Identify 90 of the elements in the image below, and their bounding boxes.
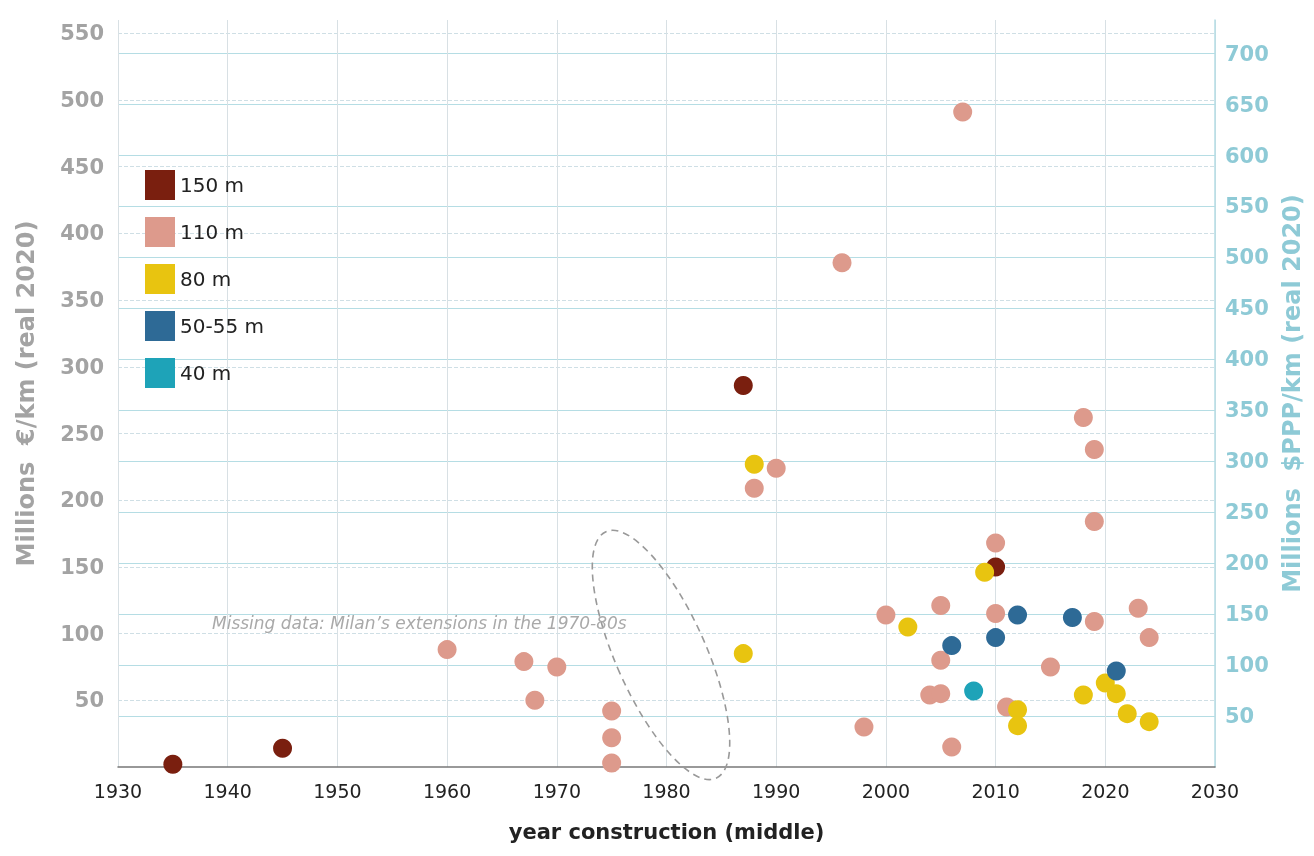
legend-label: 150 m [180,173,245,197]
point [766,458,786,478]
x-tick-label: 2010 [971,779,1020,802]
point [602,701,622,721]
y-tick-label: 350 [60,288,104,313]
point [942,636,962,656]
point [1139,712,1159,732]
point [876,605,896,625]
y2-tick-label: 350 [1225,398,1269,423]
x-tick-label: 2020 [1081,779,1130,802]
point [733,644,753,664]
y-tick-label: 250 [60,421,104,446]
point [547,657,567,677]
y-tick-label: 100 [60,621,104,646]
point [525,690,545,710]
point [1008,700,1028,720]
point [986,628,1006,648]
y-tick-label: 450 [60,154,104,179]
y-tick-label: 200 [60,488,104,513]
point [1084,512,1104,532]
point [1084,612,1104,632]
point [1084,440,1104,460]
x-tick-label: 1980 [642,779,691,802]
y2-tick-label: 650 [1225,92,1269,117]
legend-label: 50-55 m [180,314,264,338]
point [1139,628,1159,648]
y2-tick-label: 100 [1225,653,1269,678]
point [437,640,457,660]
point [1040,657,1060,677]
point [602,728,622,748]
x-tick-label: 1970 [532,779,581,802]
x-tick-label: 1940 [203,779,252,802]
y2-tick-label: 600 [1225,143,1269,168]
point [1073,685,1093,705]
point [898,617,918,637]
y2-tick-label: 700 [1225,41,1269,66]
point [975,562,995,582]
point [832,253,852,273]
point [942,737,962,757]
point [744,454,764,474]
point [514,652,534,672]
x-tick-label: 2000 [861,779,911,802]
x-axis-title: year construction (middle) [508,819,825,844]
point [1106,661,1126,681]
y-tick-label: 150 [60,554,104,579]
point [1117,704,1137,724]
point [854,717,874,737]
point [986,604,1006,624]
point [1073,408,1093,428]
y-tick-label: 400 [60,221,104,246]
point [1008,716,1028,736]
point [733,376,753,395]
y2-tick-label: 150 [1225,602,1269,627]
y-axis-title: Millions €/km (real 2020) [12,220,40,567]
y2-tick-label: 200 [1225,551,1269,576]
y2-tick-label: 50 [1225,704,1255,729]
x-tick-label: 1930 [93,779,143,802]
y2-tick-label: 400 [1225,347,1269,372]
y2-tick-label: 250 [1225,500,1269,525]
y-tick-label: 500 [60,88,104,113]
point [1106,684,1126,704]
point [953,102,973,122]
x-tick-label: 1960 [422,779,472,802]
x-tick-label: 2030 [1190,779,1240,802]
point [931,684,951,704]
point [1062,608,1082,628]
annotation: Missing data: Milan’s extensions in the 1970-80s [212,612,627,633]
y2-tick-label: 450 [1225,296,1269,321]
point [273,738,293,758]
y-tick-label: 300 [60,354,104,379]
y2-tick-label: 500 [1225,245,1269,270]
y-tick-label: 550 [60,21,104,46]
legend-label: 80 m [180,267,232,291]
point [1008,605,1028,625]
point [163,754,183,774]
legend-label: 110 m [180,220,245,244]
legend-label: 40 m [180,361,232,385]
point [602,753,622,773]
point [744,478,764,498]
y2-axis-title: Millions $PPP/km (real 2020) [1277,194,1306,593]
x-tick-label: 1990 [752,779,801,802]
y2-tick-label: 300 [1225,449,1269,474]
y2-tick-label: 550 [1225,194,1269,219]
point [931,596,951,616]
point [1128,598,1148,618]
point [986,533,1006,553]
point [964,681,984,701]
y-tick-label: 50 [74,688,104,713]
point [931,650,951,670]
x-tick-label: 1950 [313,779,362,802]
